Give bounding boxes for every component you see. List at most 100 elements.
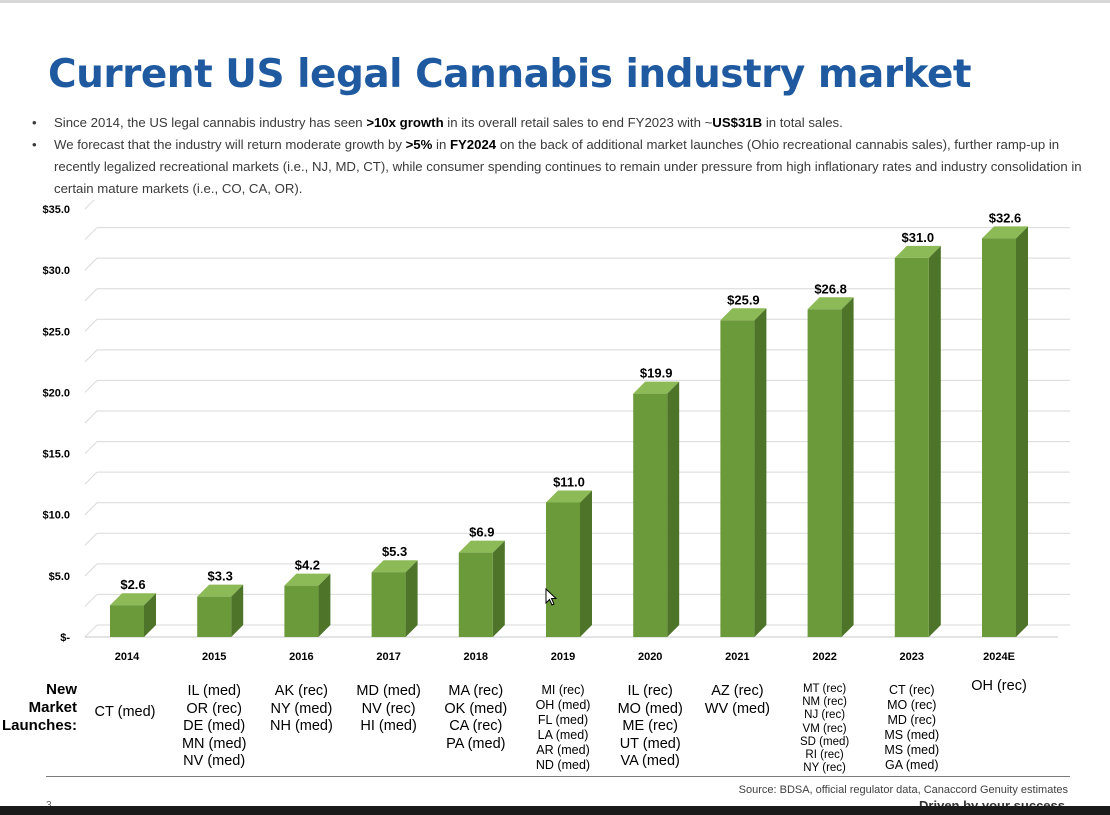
gridline-depth [84, 624, 98, 638]
launch-item: MO (med) [617, 700, 683, 717]
page-title: Current US legal Cannabis industry marke… [48, 52, 972, 97]
launch-item: IL (med) [187, 683, 241, 699]
launch-item: NH (med) [269, 718, 333, 734]
bar-side [144, 593, 156, 637]
launch-item: NV (med) [183, 753, 246, 769]
launch-item: GA (med) [885, 758, 939, 772]
x-tick-label: 2014 [115, 651, 140, 663]
launch-item: NV (rec) [361, 700, 416, 717]
bar-side [231, 584, 244, 637]
launch-column: MT (rec) NM (rec) NJ (rec) VM (rec) SD (med)… [780, 683, 870, 775]
launch-item: VA (med) [620, 753, 680, 769]
launch-item: DE (med) [183, 718, 246, 734]
launch-item: MT (rec) [802, 683, 847, 695]
y-tick-label: $15.0 [42, 449, 70, 461]
x-tick-label: 2024E [983, 651, 1015, 663]
mouse-cursor-icon [545, 588, 558, 606]
launch-item: LA (med) [537, 728, 589, 742]
bar-side [841, 297, 854, 637]
gridline-depth [84, 318, 98, 332]
launch-item: AK (rec) [274, 683, 328, 699]
launch-item: FL (med) [537, 713, 589, 727]
bar [284, 585, 319, 637]
launch-item: CT (rec) [888, 683, 935, 697]
y-tick-label: $35.0 [42, 204, 70, 216]
bar [197, 596, 232, 637]
bar-top [982, 226, 1028, 239]
data-label: $11.0 [553, 474, 585, 489]
y-tick-label: $20.0 [42, 387, 70, 399]
launch-item: NM (rec) [802, 696, 847, 709]
bar [720, 320, 755, 637]
launch-item: MS (med) [884, 728, 940, 742]
x-tick-label: 2020 [638, 651, 662, 663]
launch-column: CT (rec) MO (rec) MD (rec) MS (med) MS (med)… [867, 683, 957, 773]
y-tick-label: $- [60, 632, 70, 644]
launch-item: CA (rec) [449, 718, 503, 734]
data-label: $31.0 [902, 230, 935, 245]
launch-item: AR (med) [536, 743, 590, 757]
bar [371, 572, 406, 637]
launch-column: IL (med) OR (rec) DE (med) MN (med) NV (med) [169, 683, 259, 771]
launch-item: WV (med) [704, 700, 771, 717]
x-tick-label: 2018 [464, 651, 488, 663]
summary-bullets: Since 2014, the US legal cannabis indust… [32, 112, 1092, 200]
bar-top [371, 560, 418, 573]
data-label: $6.9 [469, 525, 494, 540]
bullet-highlight: FY2024 [449, 137, 497, 152]
bullet-text: in its overall retail sales to end FY202… [443, 115, 713, 130]
data-label: $5.3 [382, 544, 407, 559]
bullet-text: Since 2014, the US legal cannabis indust… [54, 115, 367, 130]
launch-item: RI (rec) [805, 749, 844, 762]
gridline-depth [84, 257, 98, 271]
launch-column: AZ (rec) WV (med) [692, 683, 782, 718]
bar-side [580, 490, 592, 637]
gridline-depth [84, 594, 98, 607]
gridline-depth [84, 227, 98, 240]
page-number: 3 [46, 800, 52, 811]
x-tick-label: 2015 [202, 651, 226, 663]
bar [633, 393, 668, 637]
launch-column: MI (rec) OH (med) FL (med) LA (med) AR (med)… [518, 683, 608, 773]
bar-top [720, 308, 767, 321]
bullet-text: on the back of additional market launche… [54, 137, 1082, 196]
launch-column: OH (rec) [954, 678, 1044, 696]
bar-top [458, 540, 505, 553]
launch-item: NJ (rec) [804, 709, 846, 722]
bar-top [633, 381, 680, 394]
summary-bullet: We forecast that the industry will retur… [32, 134, 1092, 200]
launch-item: MN (med) [181, 735, 247, 752]
launch-column: CT (med) [80, 704, 170, 722]
launch-item: UT (med) [619, 735, 681, 752]
bullet-highlight: >5% [405, 137, 433, 152]
bullet-text: We forecast that the industry will retur… [54, 137, 406, 152]
launch-item: NY (med) [270, 700, 333, 717]
launches-label-line: Market [28, 699, 77, 716]
bar-top [284, 573, 331, 586]
bar-side [405, 560, 418, 637]
launch-column: IL (rec) MO (med) ME (rec) UT (med) VA (med) [605, 683, 695, 771]
bar-top [807, 297, 854, 310]
launch-item: ME (rec) [622, 718, 678, 734]
launch-item: OK (med) [444, 700, 508, 717]
gridline-depth [84, 563, 98, 577]
y-tick-label: $10.0 [42, 510, 70, 522]
data-label: $4.2 [295, 558, 320, 573]
bar-top [546, 490, 592, 503]
launch-item: PA (med) [446, 735, 506, 752]
top-edge [0, 0, 1110, 3]
launch-item: SD (med) [799, 735, 850, 748]
bar [982, 238, 1016, 637]
gridline-depth [84, 532, 98, 546]
launch-item: MA (rec) [448, 683, 504, 699]
gridline-depth [84, 349, 98, 363]
gridline-depth [84, 502, 98, 516]
launch-item: ND (med) [535, 758, 591, 772]
x-tick-label: 2021 [725, 651, 749, 663]
launch-item: HI (med) [360, 718, 417, 734]
y-tick-label: $5.0 [49, 571, 70, 583]
x-tick-label: 2019 [551, 651, 575, 663]
bar [110, 605, 144, 637]
bar [546, 502, 580, 637]
launch-item: OH (rec) [971, 678, 1027, 694]
